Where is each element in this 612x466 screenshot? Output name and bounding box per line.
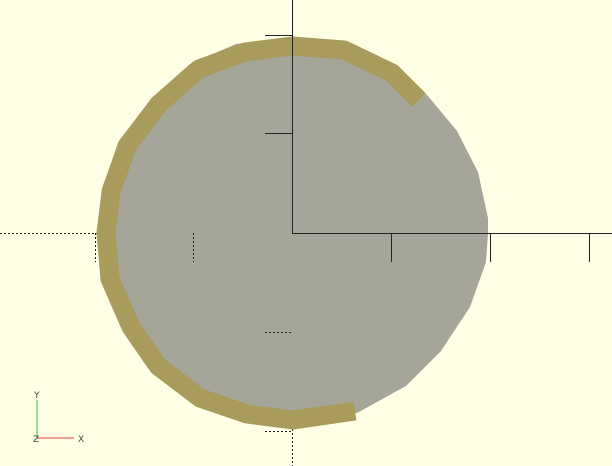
axis-ticks: [95, 35, 590, 432]
axis-indicator-z-label: Z: [33, 435, 39, 445]
axis-indicator-y-label: Y: [33, 391, 40, 401]
axis-indicator: Y X Z: [33, 391, 84, 445]
model-rim-highlight[interactable]: [96, 36, 426, 430]
axis-indicator-x-label: X: [78, 435, 84, 445]
positive-axes: [292, 0, 612, 234]
